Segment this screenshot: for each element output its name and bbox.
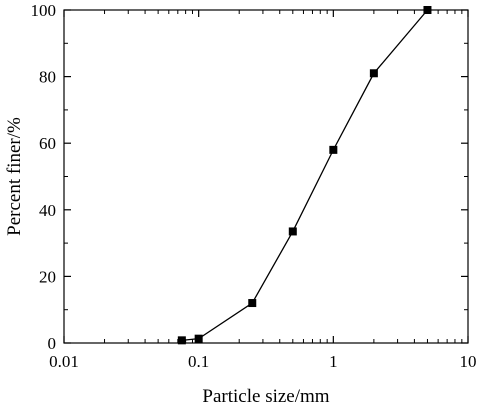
x-axis-ticks: 0.01 0.1 1 10 (49, 10, 477, 371)
x-tick-label: 1 (329, 352, 338, 371)
y-tick-label: 100 (31, 1, 57, 20)
data-point (369, 69, 378, 78)
y-axis-label: Percent finer/% (4, 117, 25, 236)
y-tick-label: 80 (39, 68, 56, 87)
y-tick-label: 20 (39, 267, 56, 286)
x-tick-label: 0.1 (188, 352, 209, 371)
x-tick-label: 10 (460, 352, 477, 371)
data-point (288, 227, 297, 236)
x-axis-label: Particle size/mm (202, 386, 329, 407)
series-line (181, 9, 428, 341)
data-point (177, 336, 186, 345)
data-point (248, 299, 257, 308)
data-point (329, 145, 338, 154)
y-tick-label: 40 (39, 201, 56, 220)
y-tick-label: 60 (39, 134, 56, 153)
plot-frame (63, 9, 469, 344)
x-tick-label: 0.01 (49, 352, 79, 371)
data-point (194, 334, 203, 343)
y-tick-label: 0 (48, 334, 57, 353)
series-layer (177, 6, 432, 345)
